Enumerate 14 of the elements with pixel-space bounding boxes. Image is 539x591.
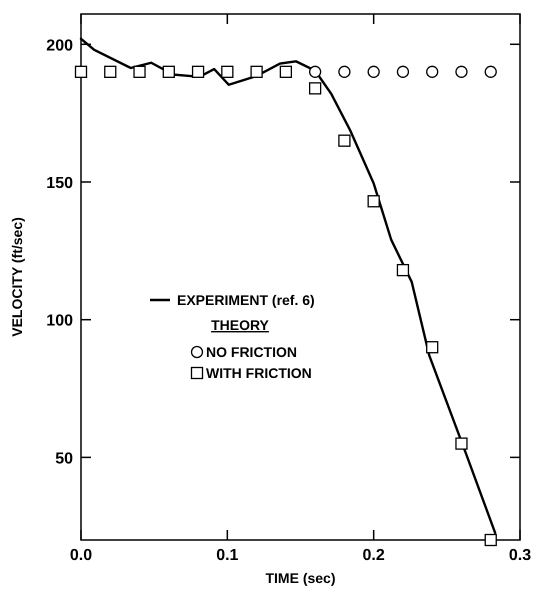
legend-label: WITH FRICTION xyxy=(206,365,312,381)
x-tick-label: 0.2 xyxy=(362,547,385,564)
x-tick-label: 0.1 xyxy=(216,547,239,564)
y-axis-title: VELOCITY (ft/sec) xyxy=(9,217,25,337)
legend-title: THEORY xyxy=(211,317,270,333)
y-tick-label: 100 xyxy=(46,312,74,330)
y-tick-label: 150 xyxy=(46,174,74,192)
legend-label: NO FRICTION xyxy=(206,344,297,360)
x-axis-title: TIME (sec) xyxy=(265,570,336,586)
x-tick-label: 0.0 xyxy=(70,547,92,564)
y-tick-label: 200 xyxy=(46,37,74,54)
y-tick-label: 50 xyxy=(55,450,74,468)
x-tick-label: 0.3 xyxy=(508,547,532,564)
legend-label: EXPERIMENT (ref. 6) xyxy=(177,292,315,308)
